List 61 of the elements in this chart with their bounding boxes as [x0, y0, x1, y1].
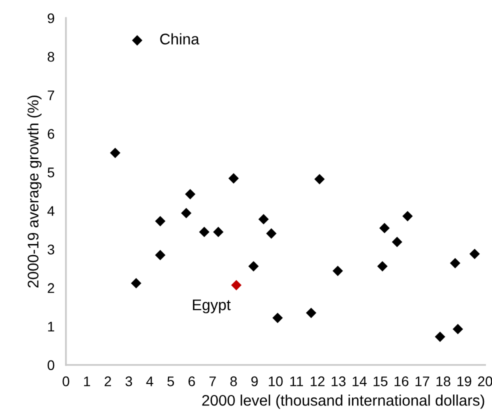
- point: [130, 278, 142, 288]
- point: [110, 148, 120, 158]
- point: [332, 266, 343, 276]
- x-tick-label: 0: [62, 376, 70, 386]
- x-tick-label: 14: [352, 376, 367, 386]
- point: [392, 236, 402, 248]
- point: [181, 208, 192, 218]
- x-tick-label: 5: [167, 376, 174, 386]
- x-tick-label: 6: [188, 376, 195, 386]
- point: [228, 173, 239, 184]
- point: [379, 222, 390, 234]
- point: [402, 210, 413, 222]
- x-tick-label: 10: [268, 376, 283, 386]
- x-tick-label: 1: [84, 376, 90, 386]
- point: [231, 280, 242, 290]
- point: [155, 250, 166, 260]
- point: [306, 308, 316, 318]
- point: [266, 228, 277, 239]
- point: [469, 248, 480, 260]
- point: [377, 261, 388, 272]
- point: [450, 258, 460, 268]
- point: [199, 226, 210, 238]
- annotation: China: [160, 33, 200, 44]
- x-tick-label: 9: [251, 376, 258, 386]
- x-tick-label: 8: [230, 376, 237, 386]
- y-tick-label: 2: [48, 283, 54, 293]
- y-axis-title: 2000-19 average growth (%): [27, 96, 42, 288]
- x-tick-label: 12: [310, 376, 324, 386]
- y-tick-label: 5: [48, 168, 54, 178]
- x-tick-label: 11: [290, 376, 304, 386]
- point: [213, 226, 224, 238]
- point: [185, 188, 196, 200]
- x-tick-label: 19: [457, 376, 472, 386]
- y-tick-label: 0: [48, 360, 54, 370]
- x-tick-label: 4: [146, 376, 154, 386]
- y-tick-label: 3: [48, 244, 54, 254]
- y-tick-label: 1: [48, 322, 54, 332]
- x-tick-label: 3: [125, 376, 132, 386]
- x-tick-label: 20: [478, 376, 492, 386]
- y-tick-label: 6: [48, 128, 54, 139]
- annotation: Egypt: [192, 300, 231, 314]
- point: [258, 214, 269, 224]
- x-tick-label: 16: [394, 376, 408, 386]
- y-tick-label: 8: [48, 52, 54, 62]
- point: [248, 261, 259, 272]
- x-tick-label: 17: [416, 376, 430, 386]
- x-axis-title: 2000 level (thousand international dollars): [202, 394, 484, 409]
- point: [314, 174, 325, 184]
- y-tick-label: 7: [48, 90, 54, 100]
- x-tick-label: 7: [209, 376, 216, 386]
- x-tick-label: 2: [104, 376, 112, 386]
- x-tick-label: 13: [332, 376, 346, 386]
- point: [272, 312, 283, 324]
- y-tick-label: 4: [47, 206, 54, 216]
- y-tick-label: 9: [48, 13, 54, 24]
- point: [434, 332, 446, 342]
- point: [452, 324, 464, 334]
- point: [132, 35, 142, 46]
- x-tick-label: 18: [436, 376, 450, 386]
- point: [155, 216, 166, 226]
- x-tick-label: 15: [374, 376, 388, 386]
